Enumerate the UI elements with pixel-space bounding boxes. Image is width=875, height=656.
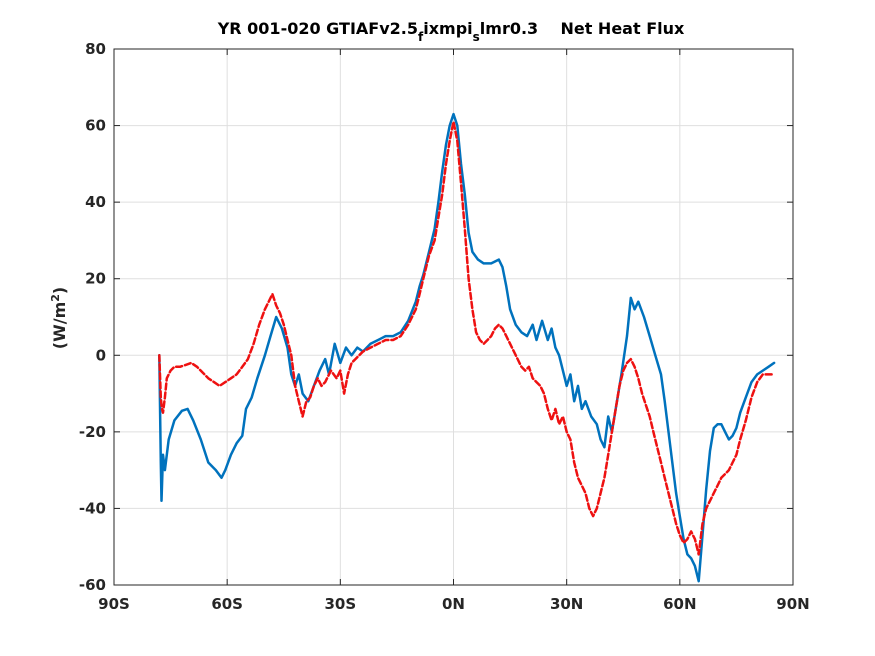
x-tick-label: 30N <box>550 595 583 613</box>
x-tick-label: 90N <box>776 595 809 613</box>
y-axis-label: (W/m2) <box>49 287 69 349</box>
y-tick-label: -20 <box>79 423 106 441</box>
x-tick-labels: 90S 60S 30S 0N 30N 60N 90N <box>98 595 810 613</box>
series-line-2 <box>158 120 776 556</box>
x-tick-label: 90S <box>98 595 130 613</box>
y-tick-label: -40 <box>79 499 106 517</box>
ticks <box>113 48 794 586</box>
series-layer <box>158 112 776 583</box>
chart-title: YR 001-020 GTIAFv2.5fixmpislmr0.3 Net He… <box>217 19 685 44</box>
y-tick-label: 20 <box>85 270 106 288</box>
x-tick-label: 60N <box>663 595 696 613</box>
plot-area: 90S 60S 30S 0N 30N 60N 90N -60 -40 -20 0 20 40 60 80 <box>79 40 810 613</box>
y-tick-label: -60 <box>79 576 106 594</box>
y-tick-label: 40 <box>85 193 106 211</box>
series-line-1 <box>158 112 776 583</box>
x-tick-label: 60S <box>211 595 243 613</box>
x-tick-label: 0N <box>442 595 465 613</box>
y-tick-label: 0 <box>96 346 106 364</box>
y-tick-label: 60 <box>85 117 106 135</box>
x-tick-label: 30S <box>324 595 356 613</box>
y-tick-label: 80 <box>85 40 106 58</box>
y-tick-labels: -60 -40 -20 0 20 40 60 80 <box>79 40 106 594</box>
